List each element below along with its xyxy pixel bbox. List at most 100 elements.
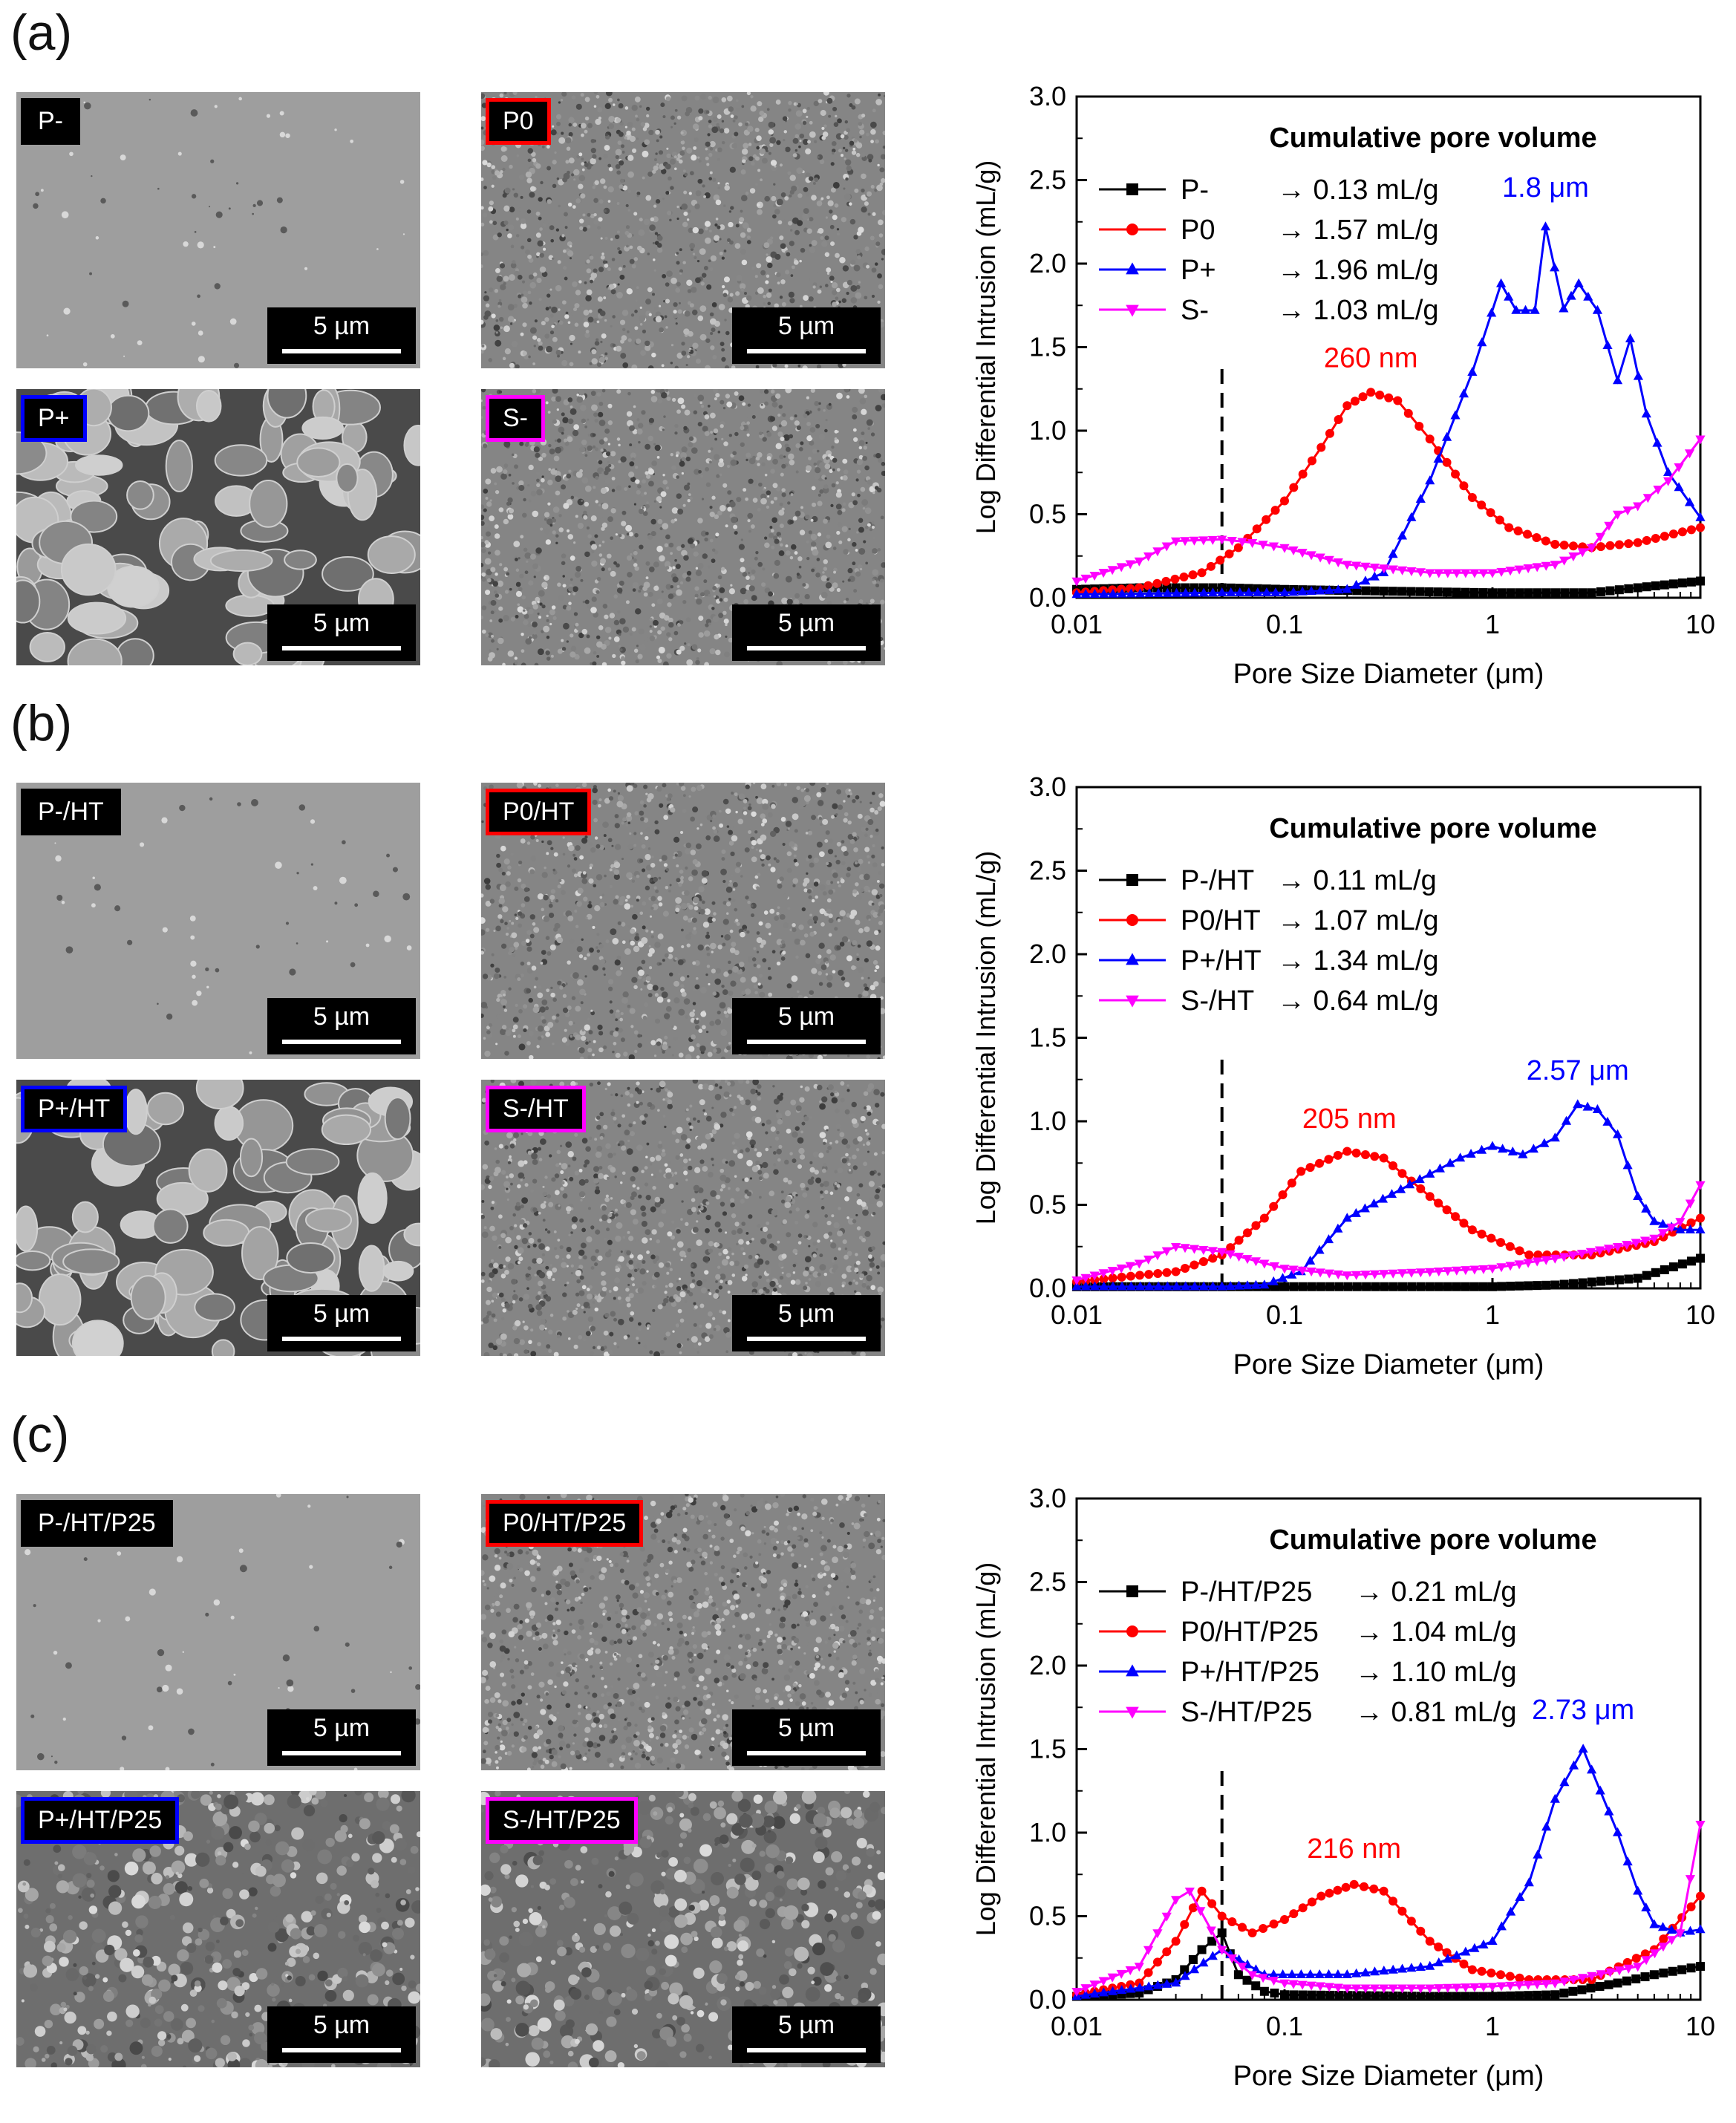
data-point	[1515, 588, 1524, 598]
data-point	[1633, 1885, 1643, 1895]
data-point	[1550, 1280, 1560, 1290]
data-point	[1217, 535, 1227, 545]
x-tick-label: 0.01	[1051, 1299, 1103, 1330]
data-point	[1604, 1980, 1613, 1989]
data-point	[1467, 1965, 1477, 1974]
data-point	[1188, 1903, 1198, 1913]
data-point	[1152, 578, 1162, 588]
data-point	[1126, 1706, 1139, 1719]
data-point	[1323, 1234, 1334, 1244]
data-point	[1098, 569, 1109, 578]
data-point	[1469, 569, 1480, 578]
data-point	[1518, 1149, 1528, 1158]
data-point	[1126, 304, 1139, 317]
data-point	[1407, 1992, 1417, 2001]
data-point	[1279, 1979, 1290, 1989]
data-point	[1695, 1181, 1706, 1190]
legend-volume: → 1.04 mL/g	[1355, 1617, 1517, 1648]
data-point	[1641, 1902, 1651, 1912]
data-point	[1315, 553, 1325, 563]
data-point	[1259, 1986, 1269, 1996]
sem-image: P0/HT/P25 5 µm	[481, 1494, 885, 1770]
sem-image: P-/HT/P25 5 µm	[16, 1494, 420, 1770]
data-point	[1198, 1281, 1209, 1291]
sample-label: P-/HT/P25	[21, 1500, 173, 1548]
data-point	[1674, 482, 1684, 492]
sem-image: P+/HT/P25 5 µm	[16, 1791, 420, 2067]
scale-bar: 5 µm	[267, 604, 416, 661]
sem-image: P0 5 µm	[481, 92, 885, 368]
data-point	[1466, 1149, 1476, 1158]
data-point	[1071, 577, 1082, 587]
data-point	[1452, 587, 1461, 597]
peak-annotation: 2.57 μm	[1527, 1055, 1629, 1086]
scale-bar-label: 5 µm	[313, 1299, 371, 1328]
data-point	[1622, 1241, 1632, 1250]
data-point	[1415, 568, 1426, 578]
data-point	[1550, 1979, 1560, 1989]
data-point	[1250, 1964, 1262, 1974]
data-point	[1278, 1969, 1288, 1979]
legend-label: S-/HT	[1181, 985, 1254, 1017]
data-point	[1406, 1963, 1417, 1972]
data-point	[1582, 1101, 1593, 1111]
data-point	[1641, 408, 1651, 418]
data-point	[1505, 1262, 1515, 1271]
data-point	[1288, 1265, 1299, 1275]
data-point	[1577, 1985, 1587, 1995]
legend-marker	[1126, 1664, 1139, 1677]
data-point	[1533, 1250, 1543, 1259]
legend-volume: → 0.13 mL/g	[1277, 175, 1439, 206]
scale-bar-label: 5 µm	[777, 2011, 835, 2039]
x-tick-label: 10	[1686, 2011, 1715, 2041]
data-point	[1233, 1280, 1244, 1290]
data-point	[1434, 1957, 1444, 1966]
data-point	[1425, 1168, 1435, 1178]
scale-bar-line	[282, 349, 401, 353]
legend-marker	[1126, 1706, 1139, 1719]
data-point	[1566, 290, 1576, 300]
data-point	[1071, 1987, 1082, 1997]
data-point	[1189, 536, 1200, 546]
data-point	[1639, 1236, 1651, 1246]
data-point	[1197, 1945, 1207, 1954]
data-point	[1414, 422, 1424, 431]
data-point	[1550, 1990, 1560, 2000]
data-point	[1379, 1886, 1389, 1896]
peak-annotation: 205 nm	[1302, 1103, 1397, 1135]
data-point	[1605, 541, 1615, 550]
data-point	[1370, 1152, 1380, 1161]
data-point	[1585, 1248, 1596, 1257]
y-tick-label: 2.0	[1029, 248, 1066, 278]
data-point	[1135, 1271, 1145, 1280]
data-point	[1388, 549, 1398, 558]
data-point	[1217, 587, 1227, 597]
data-point	[1623, 1964, 1634, 1974]
scale-bar-line	[282, 1751, 401, 1755]
data-point	[1496, 1921, 1507, 1931]
data-point	[1397, 530, 1408, 540]
data-point	[1099, 588, 1109, 598]
data-point	[1478, 1983, 1489, 1992]
data-point	[1198, 1257, 1208, 1266]
data-point	[1695, 1224, 1706, 1234]
data-point	[1416, 1992, 1426, 2001]
data-point	[1314, 1245, 1325, 1254]
data-point	[1602, 1116, 1613, 1126]
data-point	[1217, 1281, 1227, 1291]
data-point	[1659, 1934, 1668, 1944]
data-point	[1622, 1976, 1631, 1986]
data-point	[1180, 1920, 1190, 1929]
series-circle	[1072, 388, 1705, 598]
data-point	[1080, 1989, 1091, 1999]
data-point	[1666, 1925, 1677, 1934]
data-point	[1442, 1205, 1452, 1215]
data-point	[1513, 526, 1523, 535]
pore-chart: 0.0 0.5 1.0 1.5 2.0 2.5 3.0 0.01 0.1 1 10 Pore Size…	[950, 765, 1736, 1381]
data-point	[1116, 563, 1126, 573]
data-point	[1379, 1966, 1389, 1975]
data-point	[1640, 1972, 1650, 1982]
data-point	[1206, 1926, 1216, 1936]
scale-bar-label: 5 µm	[313, 2011, 371, 2039]
data-point	[1316, 1990, 1325, 2000]
